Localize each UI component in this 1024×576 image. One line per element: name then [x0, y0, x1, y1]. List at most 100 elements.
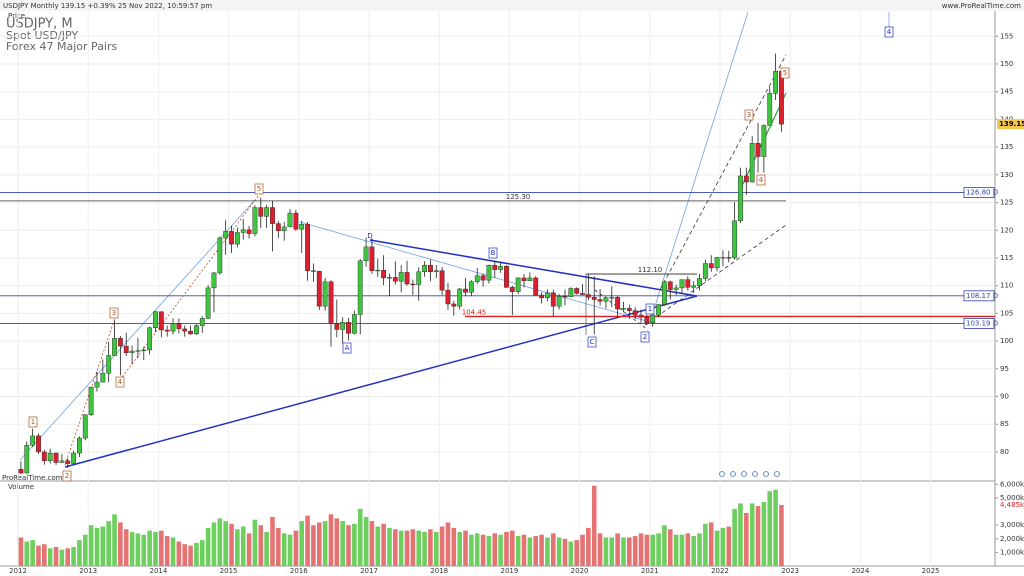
volume-bar — [621, 537, 626, 566]
volume-bar — [340, 521, 345, 566]
volume-bar — [65, 548, 71, 566]
volume-bar — [211, 522, 217, 566]
candle-body — [673, 287, 679, 290]
x-tick-label: 2019 — [500, 567, 518, 575]
candle-body — [264, 207, 270, 217]
candle-body — [135, 350, 141, 352]
y-tick-label: 125 — [1000, 199, 1013, 207]
candle-body — [275, 223, 281, 232]
candle-body — [18, 468, 24, 474]
volume-bar — [650, 534, 656, 566]
volume-bar — [357, 508, 363, 566]
candle-body — [533, 277, 539, 296]
candle-body — [603, 297, 609, 302]
candle-body — [480, 275, 486, 281]
panel-label: Price — [8, 12, 25, 20]
volume-bar — [673, 534, 679, 566]
candle-body — [509, 287, 515, 292]
last-price-box — [997, 119, 1024, 130]
wave-label: 4 — [759, 176, 764, 184]
volume-bar — [346, 525, 351, 566]
candle-body — [439, 270, 445, 291]
x-tick-label: 2021 — [641, 567, 659, 575]
volume-bar — [94, 527, 100, 566]
candle-body — [468, 281, 474, 293]
candle-body — [71, 452, 76, 464]
candle-body — [486, 264, 492, 281]
candle-body — [539, 294, 544, 299]
volume-bar — [597, 533, 603, 566]
volume-bar — [229, 523, 234, 566]
volume-bar — [153, 531, 158, 566]
volume-bar — [235, 529, 240, 566]
candle-body — [773, 70, 778, 94]
x-tick-label: 2018 — [430, 567, 448, 575]
wave-label: 1 — [648, 305, 652, 313]
candle-body — [240, 229, 246, 233]
volume-bar — [738, 503, 743, 566]
candle-body — [392, 277, 398, 282]
volume-bar — [480, 534, 486, 566]
trendline — [369, 239, 698, 297]
volume-bar — [316, 522, 322, 566]
volume-bar — [615, 533, 620, 566]
candle-body — [726, 257, 732, 259]
volume-bar — [504, 531, 509, 566]
wave-box — [780, 67, 790, 79]
candle-body — [164, 329, 170, 332]
volume-bar — [112, 514, 117, 566]
candle-body — [732, 220, 738, 259]
volume-bar — [591, 485, 597, 566]
volume-bar — [568, 541, 574, 566]
candle-body — [743, 175, 749, 183]
candle-body — [381, 269, 387, 279]
candle-body — [404, 272, 410, 285]
candle-body — [597, 299, 603, 302]
candle-body — [667, 281, 673, 290]
volume-bar — [580, 534, 585, 566]
candle-body — [188, 330, 193, 335]
volume-bar — [270, 517, 275, 566]
x-tick-label: 2014 — [149, 567, 167, 575]
volume-bar — [632, 536, 638, 566]
candle-body — [457, 288, 463, 307]
wave-label: 2 — [643, 333, 647, 341]
volume-bar — [685, 533, 691, 566]
candle-body — [205, 287, 211, 319]
instrument-group: Forex 47 Major Pairs — [6, 40, 118, 53]
volume-bar — [656, 533, 661, 566]
volume-bar — [176, 541, 182, 566]
volume-bar — [539, 534, 544, 566]
volume-bar — [714, 530, 720, 566]
level-label-box — [963, 290, 995, 302]
candle-body — [708, 263, 714, 269]
volume-bar — [42, 544, 47, 566]
y-tick-label: 2,000k — [1000, 535, 1024, 543]
volume-bar — [679, 534, 685, 566]
candle-body — [100, 373, 106, 383]
y-tick-label: 100 — [1000, 337, 1013, 345]
candle-body — [574, 288, 580, 294]
candle-body — [234, 232, 240, 245]
candle-body — [422, 264, 427, 273]
wave-box — [645, 303, 655, 315]
volume-bar — [749, 503, 755, 566]
volume-bar — [53, 546, 59, 566]
volume-bar — [550, 533, 556, 566]
candle-body — [714, 257, 720, 269]
y-tick-label: 3,000k — [1000, 521, 1024, 529]
candle-body — [428, 264, 433, 273]
volume-bar — [439, 526, 445, 566]
candle-body — [755, 143, 761, 157]
candle-body — [433, 270, 439, 273]
candle-body — [463, 288, 468, 293]
candle-body — [416, 271, 422, 285]
wave-label: 5 — [257, 185, 261, 193]
candle-body — [685, 279, 691, 288]
wave-label: 5 — [783, 69, 787, 77]
y-tick-label: 135 — [1000, 143, 1013, 151]
wave-label: 4 — [887, 28, 892, 36]
volume-bar — [352, 523, 357, 566]
candle-body — [662, 281, 667, 305]
wave-label: D — [367, 232, 372, 240]
